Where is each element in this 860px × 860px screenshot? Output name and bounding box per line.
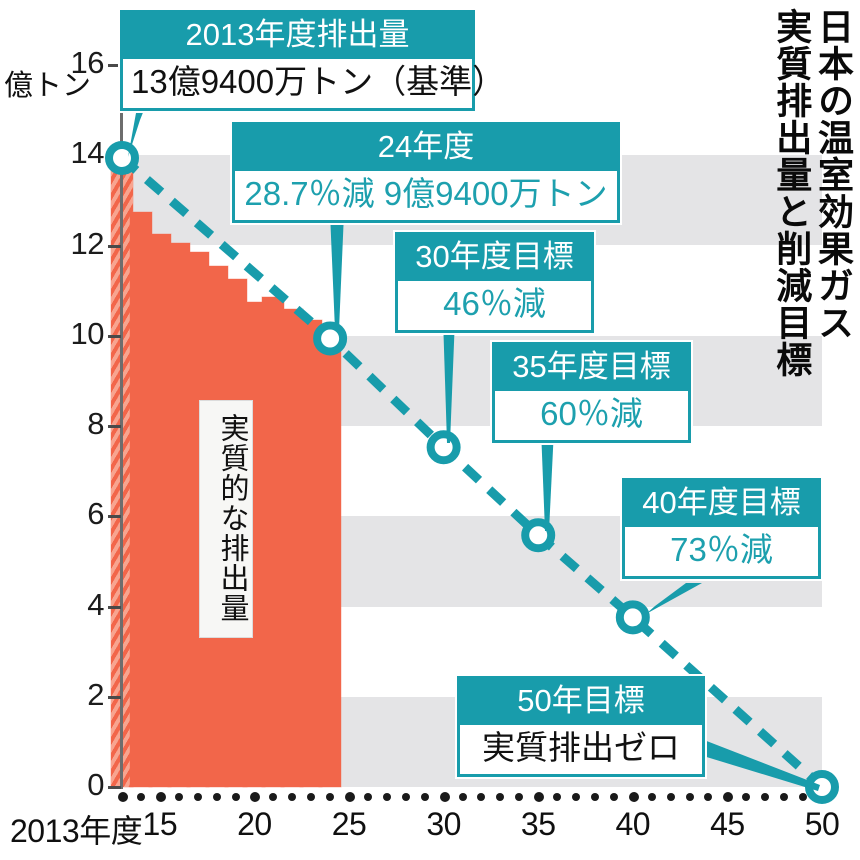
x-axis-dot <box>231 793 240 801</box>
x-axis-dot <box>382 793 391 801</box>
callout-base-2013-head: 2013年度排出量 <box>123 13 472 59</box>
x-axis-dot <box>363 793 372 801</box>
x-axis-dot <box>307 793 316 801</box>
callout-2024-head: 24年度 <box>235 125 617 171</box>
y-axis-tick-label: 6 <box>87 496 104 532</box>
x-axis-dot <box>193 793 202 801</box>
callout-2024-body: 28.7％減 9億9400万トン <box>235 170 617 220</box>
x-axis-dot <box>118 792 128 802</box>
x-axis-dot <box>326 793 335 801</box>
x-axis-dot <box>345 792 356 802</box>
y-axis-unit-label: 億トン <box>4 70 92 102</box>
callout-2035: 35年度目標 60％減 <box>492 342 691 443</box>
x-axis-dot <box>420 793 429 801</box>
y-axis-tick <box>108 64 121 67</box>
callout-base-2013: 2013年度排出量 13億9400万トン（基準） <box>120 10 505 111</box>
x-axis-dot <box>761 793 770 801</box>
y-axis-tick <box>108 605 121 609</box>
x-axis-dot <box>818 792 828 802</box>
y-axis-tick-label: 16 <box>70 45 105 80</box>
x-axis-dot <box>136 793 145 801</box>
chart-title-line: 日本の温室効果ガス <box>813 8 854 341</box>
x-axis-dot <box>477 793 486 801</box>
callout-2040: 40年度目標 73％減 <box>622 478 821 579</box>
y-axis-tick-label: 14 <box>70 135 105 171</box>
x-axis-dot <box>458 793 467 801</box>
y-axis-tick <box>108 244 121 248</box>
x-axis-dot <box>742 793 751 801</box>
x-axis-dot <box>647 793 656 801</box>
x-axis-dot <box>534 792 545 802</box>
y-axis-tick <box>108 695 121 699</box>
callout-2024: 24年度 28.7％減 9億9400万トン <box>232 122 620 223</box>
y-axis-tick-label: 12 <box>70 225 105 261</box>
x-axis-tick-label: 20 <box>237 806 272 842</box>
y-axis-tick <box>108 154 121 158</box>
x-axis-dot <box>515 793 524 801</box>
y-axis-tick <box>108 425 121 428</box>
y-axis-tick-label: 8 <box>87 406 104 441</box>
x-axis-dot <box>704 793 713 801</box>
callout-2030: 30年度目標 46％減 <box>395 232 594 333</box>
bar <box>319 338 342 787</box>
callout-2035-body: 60％減 <box>495 390 688 440</box>
x-axis-dot <box>155 792 166 802</box>
y-axis-tick <box>108 515 121 519</box>
x-axis-tick-label: 50 <box>804 806 840 842</box>
x-axis-dot <box>572 793 581 801</box>
x-axis-tick-label: 40 <box>615 806 651 842</box>
y-axis-tick-label: 2 <box>87 676 104 712</box>
x-axis-dot <box>401 793 410 801</box>
x-axis-dotted-line <box>118 792 828 803</box>
callout-base-2013-body: 13億9400万トン（基準） <box>123 58 505 108</box>
chart-title-line: 実質排出量と削減目標 <box>771 8 813 378</box>
x-axis-dot <box>723 792 734 802</box>
callout-2050-head: 50年目標 <box>460 679 702 725</box>
x-axis-tick-label: 25 <box>331 806 367 842</box>
x-axis-dot <box>269 793 278 801</box>
x-axis-dot <box>496 793 505 801</box>
y-axis-tick-label: 10 <box>70 315 105 351</box>
callout-2035-head: 35年度目標 <box>495 345 688 391</box>
callout-2040-head: 40年度目標 <box>625 481 818 527</box>
y-axis-tick <box>108 786 121 789</box>
y-axis-tick-label: 4 <box>87 586 104 622</box>
callout-2040-body: 73％減 <box>625 526 818 576</box>
callout-2050-body: 実質排出ゼロ <box>460 724 702 774</box>
x-axis-dot <box>609 793 618 801</box>
x-axis-dot <box>666 793 675 801</box>
callout-2030-body: 46％減 <box>398 280 591 330</box>
x-axis-dot <box>439 792 450 802</box>
x-axis-dot <box>250 792 261 802</box>
x-axis-dot <box>288 793 297 801</box>
bars-inline-label: 実質的な排出量 <box>199 400 253 638</box>
x-axis-tick-label: 45 <box>710 806 745 842</box>
x-axis-tick-label: 35 <box>520 806 556 842</box>
x-axis-dot <box>212 793 221 801</box>
y-axis-tick <box>108 334 121 338</box>
chart-title: 日本の温室効果ガス 実質排出量と削減目標 <box>771 8 854 438</box>
x-axis-dot <box>174 793 183 801</box>
x-axis-tick-label: 30 <box>426 806 461 842</box>
callout-2050: 50年目標 実質排出ゼロ <box>457 676 705 777</box>
y-axis-tick-label: 0 <box>87 767 104 802</box>
x-axis-tick-label: 2013年度 <box>10 813 143 849</box>
callout-2030-head: 30年度目標 <box>398 235 591 281</box>
x-axis-dot <box>628 792 639 802</box>
x-axis-dot <box>685 793 694 801</box>
x-axis-dot <box>553 793 562 801</box>
x-axis-tick-label: 15 <box>142 806 178 842</box>
x-axis-dot <box>780 793 789 801</box>
x-axis-dot <box>799 793 808 801</box>
x-axis-dot <box>590 793 599 801</box>
